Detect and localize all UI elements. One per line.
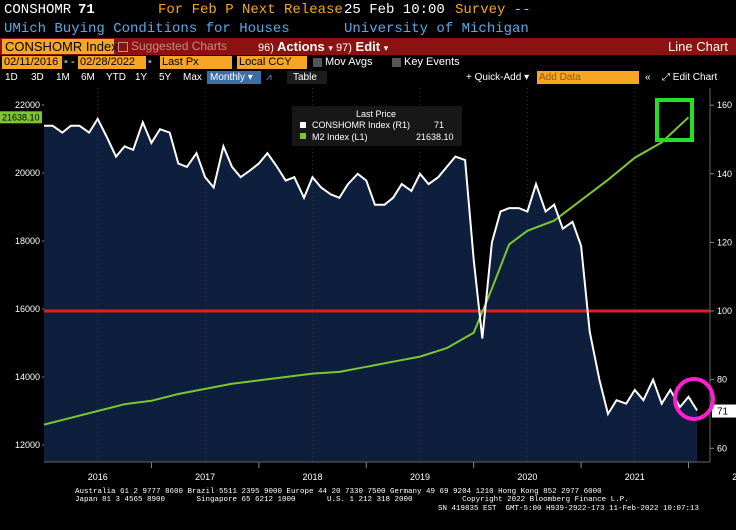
- x-tick-label-2021: 2021: [625, 472, 645, 482]
- chart-type-title: Line Chart: [668, 39, 728, 54]
- security-header: CONSHOMR 71 For Feb P Next Release 25 Fe…: [0, 0, 736, 20]
- period-3d[interactable]: 3D: [31, 72, 44, 83]
- chevron-down-icon: ▾: [247, 72, 253, 83]
- chart-area: 12000 14000 16000 18000 20000 22000 60 80 100 12…: [0, 88, 736, 488]
- right-tick-label: 120: [717, 237, 732, 247]
- price-field-select[interactable]: Last Px: [160, 56, 232, 69]
- legend-title: Last Price: [356, 109, 396, 119]
- chart-legend[interactable]: Last Price CONSHOMR Index (R1) 71 M2 Ind…: [292, 106, 462, 146]
- edit-chart-button[interactable]: ⤢ Edit Chart: [662, 72, 718, 83]
- edit-icon: ⤢: [662, 72, 670, 83]
- next-release-date: 25 Feb 10:00: [344, 2, 445, 18]
- x-tick-label-2018: 2018: [303, 472, 323, 482]
- legend-item-consumer: CONSHOMR Index (R1): [312, 120, 410, 130]
- left-tick-label: 18000: [15, 236, 40, 246]
- x-axis: 2016 2017 2018 2019 2020 2021 2022: [44, 461, 736, 482]
- start-date-input[interactable]: 02/11/2016: [2, 56, 62, 69]
- left-tick-label: 22000: [15, 100, 40, 110]
- actions-menu[interactable]: 96) Actions ▾: [258, 39, 333, 54]
- calendar-icon[interactable]: ▪: [148, 56, 152, 68]
- period-1d[interactable]: 1D: [5, 72, 18, 83]
- key-events-checkbox[interactable]: [392, 58, 401, 67]
- last-value: 71: [78, 2, 95, 18]
- legend-swatch-consumer: [300, 122, 306, 128]
- source-label: University of Michigan: [344, 21, 529, 37]
- right-tick-label: 80: [717, 375, 727, 385]
- left-tick-label: 12000: [15, 440, 40, 450]
- footer-line-1: Australia 61 2 9777 8600 Brazil 5511 239…: [75, 488, 602, 496]
- mov-avgs-checkbox[interactable]: [313, 58, 322, 67]
- right-tick-label: 160: [717, 100, 732, 110]
- left-tick-label: 16000: [15, 304, 40, 314]
- left-last-value-text: 21638.10: [2, 112, 40, 122]
- right-tick-label: 60: [717, 443, 727, 453]
- chevron-down-icon: ▾: [328, 43, 333, 53]
- frequency-select[interactable]: Monthly ▾: [207, 71, 261, 84]
- legend-swatch-m2: [300, 133, 306, 139]
- x-tick-label-2016: 2016: [88, 472, 108, 482]
- right-last-value-tag: [712, 404, 736, 418]
- left-axis: 12000 14000 16000 18000 20000 22000: [15, 100, 44, 450]
- legend-value-m2: 21638.10: [416, 132, 454, 142]
- options-row: 02/11/2016 ▪ - 02/28/2022 ▪ Last Px Loca…: [0, 55, 736, 70]
- chart-style-icon[interactable]: ⩘: [266, 72, 272, 83]
- line-chart: 12000 14000 16000 18000 20000 22000 60 80 100 12…: [0, 88, 736, 482]
- suggested-charts-icon: [118, 41, 128, 52]
- date-spinner-icon[interactable]: ▪: [64, 56, 68, 68]
- period-max[interactable]: Max: [183, 72, 202, 83]
- description-row: UMich Buying Conditions for Houses Unive…: [0, 20, 736, 38]
- highlight-box-annotation: [655, 98, 694, 142]
- gridlines: [97, 88, 690, 468]
- period-5y[interactable]: 5Y: [159, 72, 172, 83]
- left-tick-label: 20000: [15, 168, 40, 178]
- x-tick-label-2022: 2022: [732, 472, 736, 482]
- left-last-value-tag: [0, 111, 42, 124]
- edit-menu[interactable]: 97) Edit ▾: [336, 39, 389, 54]
- m2-index-line: [43, 116, 690, 426]
- consumer-index-line: [44, 116, 698, 417]
- next-release-label: Next Release: [242, 2, 343, 18]
- period-ytd[interactable]: YTD: [106, 72, 126, 83]
- x-tick-label-2020: 2020: [517, 472, 537, 482]
- left-tick-label: 14000: [15, 372, 40, 382]
- consumer-index-area: [44, 118, 698, 463]
- period-1y[interactable]: 1Y: [135, 72, 148, 83]
- for-period-label: For Feb P: [158, 2, 234, 18]
- chevron-down-icon: ▾: [524, 72, 530, 83]
- right-last-value-text: 71: [717, 407, 729, 418]
- end-date-input[interactable]: 02/28/2022: [78, 56, 146, 69]
- right-axis: 60 80 100 120 140 160: [709, 88, 732, 462]
- security-input[interactable]: CONSHOMR Index: [2, 39, 118, 54]
- right-tick-label: 100: [717, 306, 732, 316]
- currency-select[interactable]: Local CCY: [237, 56, 307, 69]
- survey-label: Survey --: [455, 2, 531, 18]
- mov-avgs-label: Mov Avgs: [325, 56, 373, 68]
- legend-item-m2: M2 Index (L1): [312, 132, 368, 142]
- security-description: UMich Buying Conditions for Houses: [4, 21, 290, 37]
- period-row: 1D 3D 1M 6M YTD 1Y 5Y Max Monthly ▾ ⩘ Ta…: [0, 70, 736, 85]
- add-data-input[interactable]: Add Data: [537, 71, 639, 84]
- suggested-charts-button[interactable]: Suggested Charts: [118, 38, 227, 55]
- key-events-label: Key Events: [404, 56, 460, 68]
- collapse-icon[interactable]: «: [645, 72, 651, 83]
- quick-add-menu[interactable]: + Quick-Add ▾: [466, 72, 530, 83]
- period-6m[interactable]: 6M: [81, 72, 95, 83]
- legend-value-consumer: 71: [434, 120, 444, 130]
- footer-contacts: Australia 61 2 9777 8600 Brazil 5511 239…: [0, 487, 736, 530]
- x-tick-label-2019: 2019: [410, 472, 430, 482]
- footer-line-2: Japan 81 3 4565 8900 Singapore 65 6212 1…: [75, 496, 629, 504]
- period-1m[interactable]: 1M: [56, 72, 70, 83]
- highlight-circle-annotation: [673, 377, 715, 421]
- function-bar: CONSHOMR Index Suggested Charts 96) Acti…: [0, 38, 736, 55]
- chevron-down-icon: ▾: [383, 43, 389, 53]
- table-button[interactable]: Table: [287, 71, 327, 84]
- ticker-label: CONSHOMR: [4, 2, 72, 18]
- date-separator: -: [71, 56, 75, 68]
- right-tick-label: 140: [717, 169, 732, 179]
- footer-line-3: SN 419835 EST GMT-5:00 H939-2922-173 11-…: [438, 505, 700, 513]
- x-tick-label-2017: 2017: [195, 472, 215, 482]
